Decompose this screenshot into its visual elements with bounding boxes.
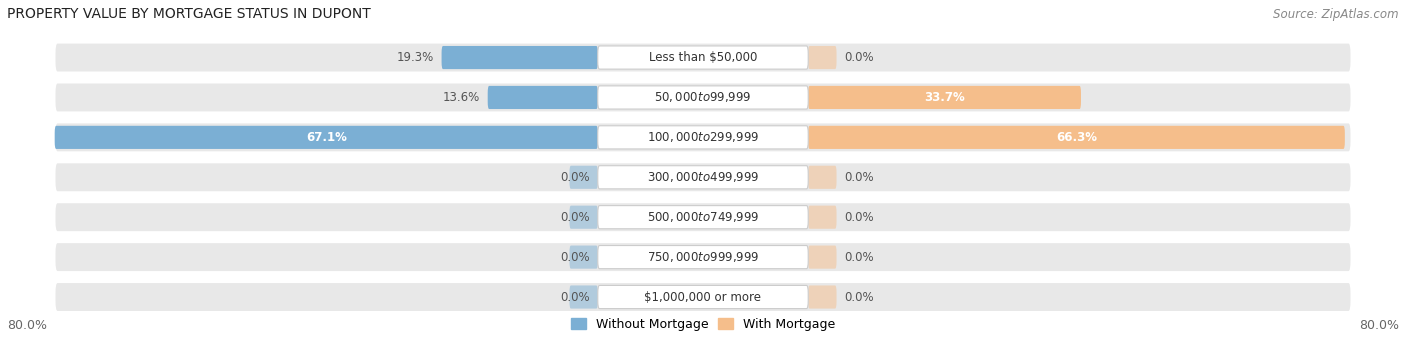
Text: Source: ZipAtlas.com: Source: ZipAtlas.com [1274, 8, 1399, 21]
FancyBboxPatch shape [598, 46, 808, 69]
Text: 80.0%: 80.0% [7, 319, 46, 332]
Text: 0.0%: 0.0% [845, 251, 875, 264]
Text: 67.1%: 67.1% [305, 131, 347, 144]
FancyBboxPatch shape [808, 46, 837, 69]
FancyBboxPatch shape [808, 206, 837, 229]
Text: 13.6%: 13.6% [443, 91, 479, 104]
FancyBboxPatch shape [55, 84, 1351, 112]
Text: 66.3%: 66.3% [1056, 131, 1097, 144]
Text: 33.7%: 33.7% [924, 91, 965, 104]
Text: Less than $50,000: Less than $50,000 [648, 51, 758, 64]
FancyBboxPatch shape [598, 245, 808, 269]
Text: PROPERTY VALUE BY MORTGAGE STATUS IN DUPONT: PROPERTY VALUE BY MORTGAGE STATUS IN DUP… [7, 7, 371, 21]
Text: 0.0%: 0.0% [845, 290, 875, 304]
FancyBboxPatch shape [55, 283, 1351, 311]
FancyBboxPatch shape [569, 286, 598, 309]
Text: $100,000 to $299,999: $100,000 to $299,999 [647, 130, 759, 144]
FancyBboxPatch shape [441, 46, 598, 69]
FancyBboxPatch shape [598, 86, 808, 109]
FancyBboxPatch shape [808, 126, 1344, 149]
FancyBboxPatch shape [808, 166, 837, 189]
Text: 0.0%: 0.0% [560, 171, 589, 184]
FancyBboxPatch shape [598, 206, 808, 229]
FancyBboxPatch shape [488, 86, 598, 109]
FancyBboxPatch shape [55, 44, 1351, 71]
FancyBboxPatch shape [55, 123, 1351, 151]
Text: 0.0%: 0.0% [845, 211, 875, 224]
FancyBboxPatch shape [55, 243, 1351, 271]
FancyBboxPatch shape [569, 245, 598, 269]
FancyBboxPatch shape [55, 203, 1351, 231]
FancyBboxPatch shape [55, 163, 1351, 191]
Text: 80.0%: 80.0% [1360, 319, 1399, 332]
Text: $1,000,000 or more: $1,000,000 or more [644, 290, 762, 304]
FancyBboxPatch shape [598, 126, 808, 149]
FancyBboxPatch shape [598, 286, 808, 309]
FancyBboxPatch shape [569, 206, 598, 229]
FancyBboxPatch shape [598, 166, 808, 189]
FancyBboxPatch shape [808, 245, 837, 269]
Text: 0.0%: 0.0% [845, 171, 875, 184]
Text: $50,000 to $99,999: $50,000 to $99,999 [654, 90, 752, 104]
Text: $500,000 to $749,999: $500,000 to $749,999 [647, 210, 759, 224]
Text: 19.3%: 19.3% [396, 51, 433, 64]
Text: 0.0%: 0.0% [560, 290, 589, 304]
Legend: Without Mortgage, With Mortgage: Without Mortgage, With Mortgage [571, 318, 835, 331]
FancyBboxPatch shape [808, 86, 1081, 109]
FancyBboxPatch shape [55, 126, 598, 149]
Text: 0.0%: 0.0% [560, 211, 589, 224]
Text: 0.0%: 0.0% [845, 51, 875, 64]
Text: $300,000 to $499,999: $300,000 to $499,999 [647, 170, 759, 184]
Text: $750,000 to $999,999: $750,000 to $999,999 [647, 250, 759, 264]
Text: 0.0%: 0.0% [560, 251, 589, 264]
FancyBboxPatch shape [808, 286, 837, 309]
FancyBboxPatch shape [569, 166, 598, 189]
